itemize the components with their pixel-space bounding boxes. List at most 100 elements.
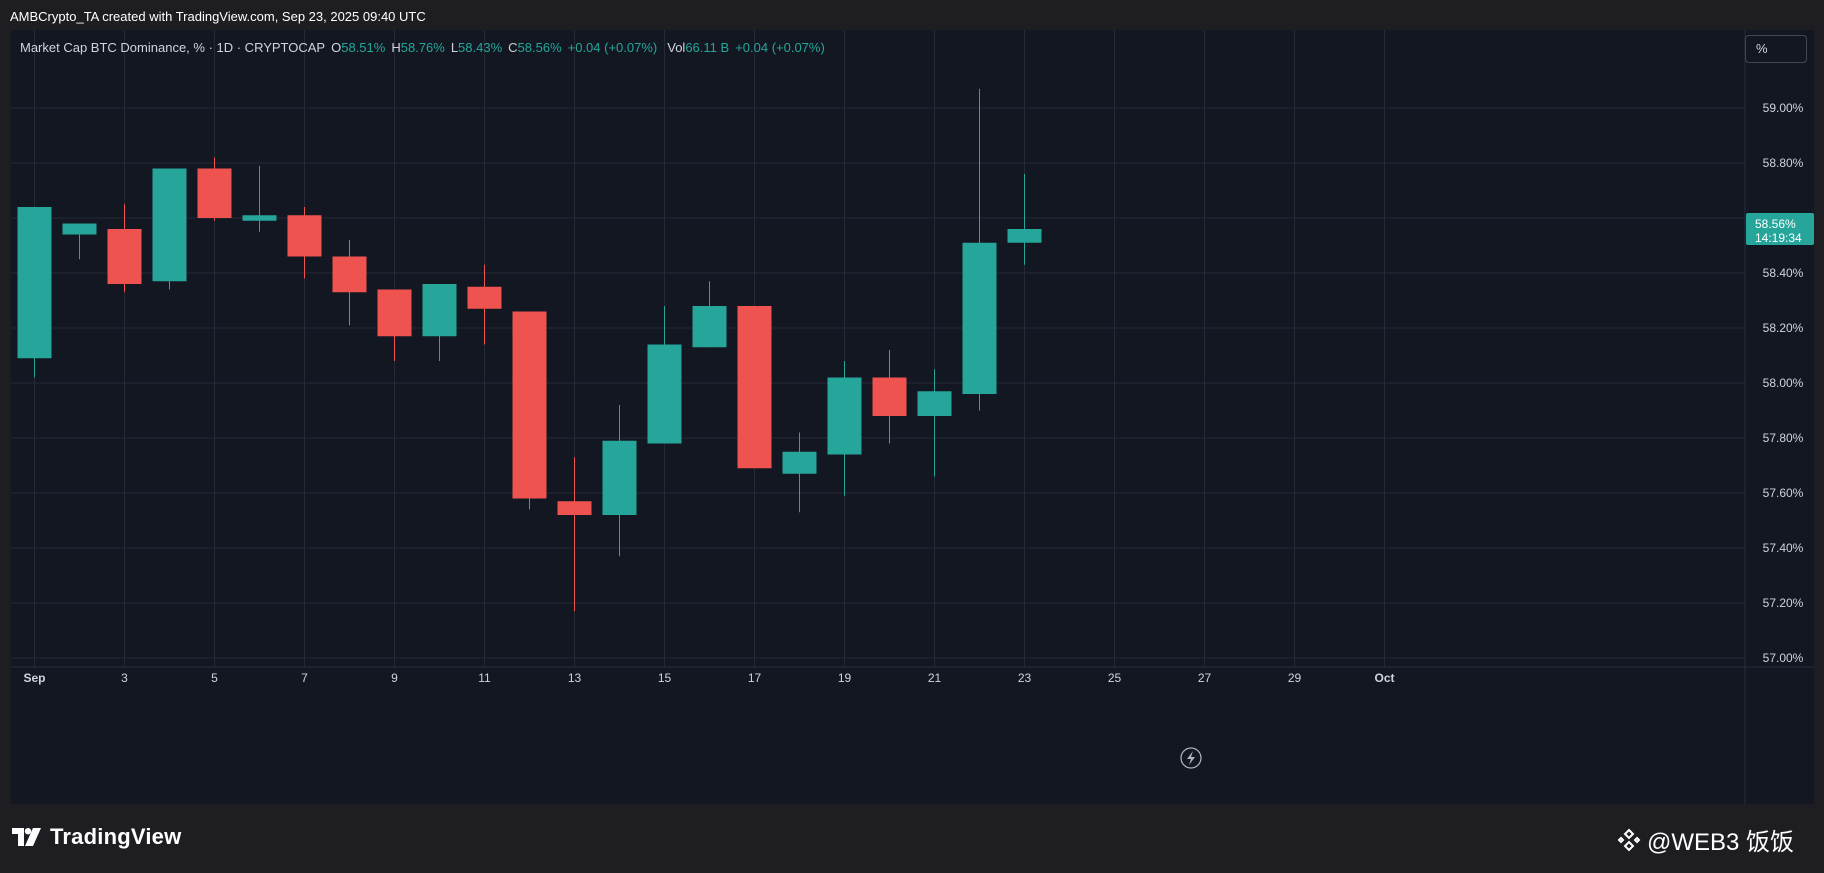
candle-down[interactable] bbox=[287, 207, 322, 279]
candle-down[interactable] bbox=[377, 289, 412, 362]
candle-down[interactable] bbox=[512, 311, 547, 510]
y-tick-label: 57.20% bbox=[1763, 596, 1804, 610]
x-tick-label: 19 bbox=[838, 671, 852, 685]
candle-body bbox=[872, 377, 907, 416]
candle-body bbox=[287, 215, 322, 257]
chart-area[interactable]: 57.00% 57.20% 57.40% 57.60% 57.80% 58.00% 58.2… bbox=[11, 30, 1814, 804]
candle-body bbox=[512, 311, 547, 499]
candle-up[interactable] bbox=[647, 306, 682, 444]
candle-down[interactable] bbox=[332, 240, 367, 326]
x-tick-label: 5 bbox=[211, 671, 218, 685]
candle-down[interactable] bbox=[197, 157, 232, 221]
candle-down[interactable] bbox=[467, 264, 502, 345]
candle-up[interactable] bbox=[692, 281, 727, 348]
candle-body bbox=[467, 286, 502, 309]
x-tick-label: 7 bbox=[301, 671, 308, 685]
x-tick-label: 29 bbox=[1288, 671, 1302, 685]
candle-down[interactable] bbox=[737, 306, 772, 469]
candle-body bbox=[692, 306, 727, 348]
footer: TradingView @WEB3 饭饭 bbox=[0, 804, 1824, 873]
y-tick-label: 57.60% bbox=[1763, 486, 1804, 500]
price-change: +0.04 (+0.07%) bbox=[567, 40, 658, 55]
candle-up[interactable] bbox=[917, 369, 952, 477]
x-tick-label: 17 bbox=[748, 671, 762, 685]
candlestick-chart[interactable]: 57.00% 57.20% 57.40% 57.60% 57.80% 58.00% 58.2… bbox=[11, 30, 1814, 804]
x-tick-label: 13 bbox=[568, 671, 582, 685]
x-tick-label: 9 bbox=[391, 671, 398, 685]
last-price-tag: 58.56%14:19:34 bbox=[1746, 213, 1814, 245]
symbol-legend: Market Cap BTC Dominance, % · 1D · CRYPT… bbox=[20, 40, 825, 55]
low-key: L bbox=[450, 40, 459, 55]
candle-up[interactable] bbox=[602, 405, 637, 557]
open-key: O bbox=[331, 40, 342, 55]
y-tick-label: 57.80% bbox=[1763, 431, 1804, 445]
binance-icon bbox=[1617, 828, 1641, 851]
candle-body bbox=[242, 215, 277, 221]
last-price-label: 58.56% bbox=[1755, 217, 1796, 231]
candle-body bbox=[62, 223, 97, 235]
percent-scale-button[interactable]: % bbox=[1745, 35, 1807, 63]
candle-body bbox=[107, 229, 142, 284]
candle-body bbox=[917, 391, 952, 416]
candle-down[interactable] bbox=[107, 204, 142, 293]
close-key: C bbox=[508, 40, 518, 55]
tradingview-icon bbox=[12, 828, 41, 846]
y-tick-label: 58.20% bbox=[1763, 321, 1804, 335]
candle-down[interactable] bbox=[872, 350, 907, 444]
candle-body bbox=[332, 256, 367, 293]
x-tick-label: 15 bbox=[658, 671, 672, 685]
candle-body bbox=[737, 306, 772, 469]
candle-up[interactable] bbox=[782, 432, 817, 513]
low-value: 58.43% bbox=[458, 40, 503, 55]
x-tick-label: 11 bbox=[478, 671, 491, 685]
axes: 57.00% 57.20% 57.40% 57.60% 57.80% 58.00% 58.2… bbox=[11, 30, 1814, 804]
volume-change: +0.04 (+0.07%) bbox=[735, 40, 825, 55]
candle-body bbox=[647, 344, 682, 444]
x-tick-label: Sep bbox=[23, 671, 45, 685]
candle-body bbox=[962, 242, 997, 394]
candle-up[interactable] bbox=[242, 165, 277, 232]
y-tick-label: 59.00% bbox=[1763, 101, 1804, 115]
candle-body bbox=[17, 207, 52, 359]
tradingview-logo-text: TradingView bbox=[50, 824, 182, 849]
candle-up[interactable] bbox=[62, 223, 97, 260]
markers bbox=[1180, 747, 1202, 769]
candle-body bbox=[377, 289, 412, 337]
volume-value: 66.11 B bbox=[685, 40, 730, 55]
x-tick-label: Oct bbox=[1374, 671, 1394, 685]
x-tick-label: 25 bbox=[1108, 671, 1122, 685]
x-tick-label: 27 bbox=[1198, 671, 1212, 685]
candle-body bbox=[197, 168, 232, 218]
watermark: @WEB3 饭饭 bbox=[1617, 822, 1794, 857]
watermark-text: @WEB3 饭饭 bbox=[1646, 829, 1794, 856]
high-value: 58.76% bbox=[400, 40, 445, 55]
candle-body bbox=[1007, 229, 1042, 243]
y-tick-label: 57.00% bbox=[1763, 651, 1804, 665]
open-value: 58.51% bbox=[341, 40, 386, 55]
candle-body bbox=[602, 440, 637, 515]
y-tick-label: 57.40% bbox=[1763, 541, 1804, 555]
candle-up[interactable] bbox=[962, 88, 997, 411]
candle-body bbox=[827, 377, 862, 455]
candle-up[interactable] bbox=[1007, 174, 1042, 265]
top-bar: AMBCrypto_TA created with TradingView.co… bbox=[0, 0, 1824, 30]
high-key: H bbox=[391, 40, 401, 55]
candle-body bbox=[422, 284, 457, 337]
candle-up[interactable] bbox=[17, 207, 52, 378]
candle-body bbox=[782, 451, 817, 474]
candle-up[interactable] bbox=[422, 284, 457, 361]
x-tick-label: 23 bbox=[1018, 671, 1032, 685]
y-tick-label: 58.40% bbox=[1763, 266, 1804, 280]
close-value: 58.56% bbox=[517, 40, 562, 55]
candle-up[interactable] bbox=[827, 361, 862, 496]
grid bbox=[11, 30, 1745, 667]
symbol-name[interactable]: Market Cap BTC Dominance, % · 1D · CRYPT… bbox=[20, 40, 326, 55]
lightning-icon[interactable] bbox=[1180, 747, 1202, 769]
candle-body bbox=[557, 501, 592, 515]
candle-down[interactable] bbox=[557, 457, 592, 612]
tradingview-logo[interactable]: TradingView bbox=[12, 824, 181, 850]
candle-body bbox=[152, 168, 187, 282]
candle-up[interactable] bbox=[152, 168, 187, 290]
y-tick-label: 58.80% bbox=[1763, 156, 1804, 170]
countdown-label: 14:19:34 bbox=[1755, 231, 1802, 245]
